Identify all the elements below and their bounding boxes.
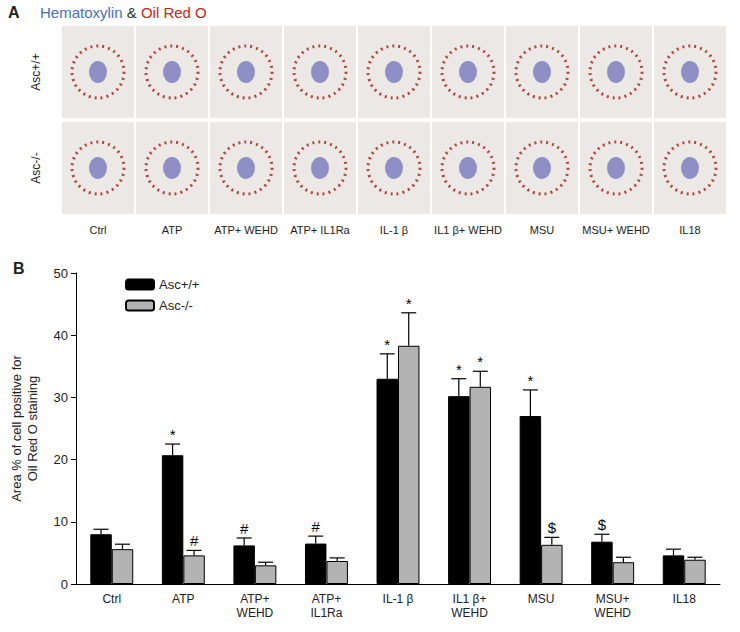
- svg-text:ATP: ATP: [172, 592, 194, 606]
- svg-text:IL18: IL18: [679, 224, 700, 236]
- svg-text:IL1 β+: IL1 β+: [453, 592, 487, 606]
- svg-text:0: 0: [61, 577, 68, 592]
- svg-text:Ctrl: Ctrl: [102, 592, 121, 606]
- svg-text:Hematoxylin & Oil Red O: Hematoxylin & Oil Red O: [40, 4, 207, 21]
- svg-text:WEHD: WEHD: [594, 606, 631, 620]
- svg-text:MSU+: MSU+: [596, 592, 630, 606]
- svg-text:ATP+ WEHD: ATP+ WEHD: [214, 224, 278, 236]
- svg-text:Area % of cell positive for: Area % of cell positive for: [9, 354, 24, 501]
- svg-text:MSU: MSU: [530, 224, 555, 236]
- svg-text:IL-1 β: IL-1 β: [383, 592, 414, 606]
- svg-text:*: *: [527, 372, 533, 389]
- svg-text:*: *: [456, 361, 462, 378]
- svg-text:#: #: [240, 520, 249, 537]
- svg-text:Oil Red O staining: Oil Red O staining: [25, 376, 40, 482]
- svg-text:30: 30: [54, 390, 68, 405]
- svg-text:MSU+ WEHD: MSU+ WEHD: [582, 224, 650, 236]
- svg-text:$: $: [548, 519, 557, 536]
- svg-text:*: *: [406, 295, 412, 312]
- svg-text:10: 10: [54, 514, 68, 529]
- svg-text:20: 20: [54, 452, 68, 467]
- svg-text:WEHD: WEHD: [451, 606, 488, 620]
- svg-text:Asc-/-: Asc-/-: [29, 152, 43, 183]
- svg-text:IL18: IL18: [673, 592, 697, 606]
- svg-text:Asc+/+: Asc+/+: [29, 53, 43, 90]
- svg-text:B: B: [13, 260, 25, 277]
- svg-text:*: *: [477, 353, 483, 370]
- svg-text:ATP: ATP: [162, 224, 183, 236]
- svg-text:A: A: [8, 4, 20, 21]
- svg-text:IL1 β+ WEHD: IL1 β+ WEHD: [434, 224, 502, 236]
- svg-text:Ctrl: Ctrl: [89, 224, 106, 236]
- svg-text:#: #: [190, 532, 199, 549]
- svg-text:IL1Ra: IL1Ra: [310, 606, 342, 620]
- svg-text:WEHD: WEHD: [237, 606, 274, 620]
- svg-text:ATP+: ATP+: [240, 592, 269, 606]
- svg-text:40: 40: [54, 328, 68, 343]
- svg-text:*: *: [384, 336, 390, 353]
- svg-text:IL-1 β: IL-1 β: [380, 224, 408, 236]
- svg-text:MSU: MSU: [528, 592, 555, 606]
- svg-text:$: $: [598, 516, 607, 533]
- svg-text:#: #: [312, 518, 321, 535]
- svg-text:ATP+: ATP+: [312, 592, 341, 606]
- svg-text:50: 50: [54, 266, 68, 281]
- svg-text:Asc+/+: Asc+/+: [159, 277, 199, 292]
- svg-text:ATP+ IL1Ra: ATP+ IL1Ra: [290, 224, 350, 236]
- svg-text:*: *: [170, 426, 176, 443]
- svg-text:Asc-/-: Asc-/-: [159, 298, 193, 313]
